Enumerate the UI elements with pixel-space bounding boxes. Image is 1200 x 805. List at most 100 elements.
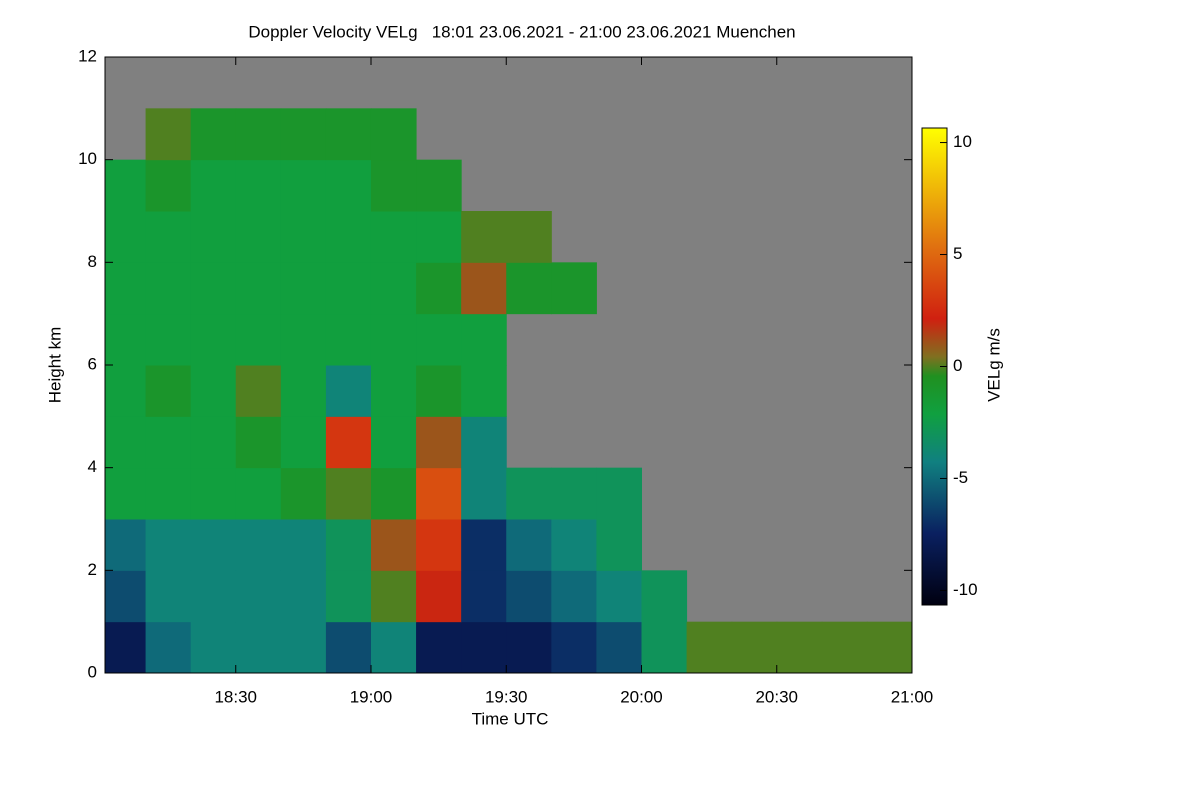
heat-cell (325, 519, 372, 571)
heat-cell (416, 570, 462, 623)
heat-cell (105, 159, 147, 212)
y-tick-label: 2 (88, 560, 97, 579)
heat-cell (596, 519, 642, 571)
heat-cell (325, 467, 372, 520)
heat-cell (416, 467, 462, 520)
y-tick-label: 0 (88, 662, 97, 681)
x-tick-label: 19:30 (485, 687, 528, 706)
heat-cell (190, 519, 237, 571)
heat-cell (105, 262, 147, 315)
heat-cell (325, 313, 372, 366)
heat-cell (370, 159, 417, 212)
heat-cell (235, 416, 282, 469)
heat-cell (235, 621, 282, 674)
y-tick-label: 10 (78, 149, 97, 168)
heat-cell (551, 519, 597, 571)
heat-cell (325, 365, 372, 417)
heat-cell (280, 313, 327, 366)
heat-cell (235, 313, 282, 366)
heat-cell (280, 621, 327, 674)
heat-cell (641, 570, 688, 623)
heat-cell (370, 416, 417, 469)
heat-cell (145, 621, 192, 674)
heat-cell (105, 467, 147, 520)
heat-cell (145, 262, 192, 315)
heat-cell (145, 313, 192, 366)
heat-cell (325, 159, 372, 212)
heat-cell (370, 211, 417, 263)
heat-cell (235, 467, 282, 520)
heat-cell (280, 519, 327, 571)
heat-cell (551, 262, 597, 315)
heat-cell (280, 570, 327, 623)
heat-cell (416, 262, 462, 315)
heat-cell (280, 211, 327, 263)
y-tick-label: 4 (88, 457, 97, 476)
heat-cell (105, 570, 147, 623)
x-tick-label: 20:00 (620, 687, 663, 706)
x-axis-label: Time UTC (472, 709, 549, 728)
heat-cell (190, 211, 237, 263)
heat-cell (370, 262, 417, 315)
heat-cell (866, 621, 913, 674)
colorbar-tick-label: -10 (953, 580, 978, 599)
x-tick-label: 20:30 (755, 687, 798, 706)
heat-cell (551, 621, 597, 674)
heat-cell (416, 365, 462, 417)
heat-cell (280, 416, 327, 469)
heat-cell (461, 416, 507, 469)
heat-cell (325, 211, 372, 263)
heat-cell (105, 519, 147, 571)
heat-cell (461, 365, 507, 417)
heat-cell (506, 467, 552, 520)
heat-cell (461, 519, 507, 571)
x-tick-label: 19:00 (350, 687, 393, 706)
heat-cell (641, 621, 688, 674)
heat-cell (235, 159, 282, 212)
heat-cell (461, 467, 507, 520)
heat-cell (461, 262, 507, 315)
heat-cell (821, 621, 868, 674)
heat-cell (145, 211, 192, 263)
heat-cell (190, 621, 237, 674)
heat-cell (325, 108, 372, 161)
heat-cell (190, 416, 237, 469)
heat-cell (145, 519, 192, 571)
heat-cell (280, 262, 327, 315)
heat-cell (235, 108, 282, 161)
heat-cell (416, 313, 462, 366)
heat-cell (235, 570, 282, 623)
heat-cell (235, 519, 282, 571)
heat-cell (506, 570, 552, 623)
heat-cell (416, 159, 462, 212)
heat-cell (416, 416, 462, 469)
heat-cell (596, 621, 642, 674)
heat-cell (551, 570, 597, 623)
heat-cell (506, 621, 552, 674)
heat-cell (280, 159, 327, 212)
colorbar-label: VELg m/s (984, 328, 1003, 402)
heat-cell (105, 211, 147, 263)
heat-cell (461, 211, 507, 263)
heat-cell (280, 365, 327, 417)
heat-cell (190, 108, 237, 161)
heat-cell (280, 467, 327, 520)
heat-cell (370, 519, 417, 571)
heat-cell (551, 467, 597, 520)
heat-cell (416, 211, 462, 263)
heat-cell (731, 621, 778, 674)
heat-cell (105, 313, 147, 366)
y-tick-label: 6 (88, 354, 97, 373)
heat-cell (461, 313, 507, 366)
heat-cell (506, 211, 552, 263)
heat-cell (370, 313, 417, 366)
heat-cell (190, 365, 237, 417)
heat-cell (105, 621, 147, 674)
heat-cell (190, 159, 237, 212)
colorbar-tick-label: 10 (953, 132, 972, 151)
heat-cell (145, 108, 192, 161)
heat-cell (370, 108, 417, 161)
heat-cell (776, 621, 823, 674)
heat-cell (190, 467, 237, 520)
heat-cell (105, 416, 147, 469)
